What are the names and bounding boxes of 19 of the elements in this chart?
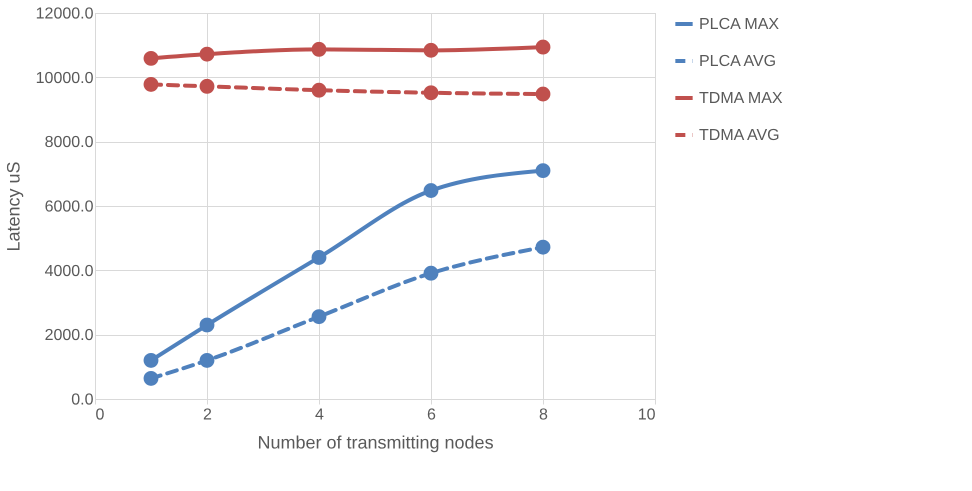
x-tick-label: 8 xyxy=(539,406,548,424)
x-tick-label: 6 xyxy=(427,406,436,424)
x-tick-label: 0 xyxy=(96,406,104,424)
x-tick-label: 4 xyxy=(315,406,324,424)
y-tick-label: 0.0 xyxy=(71,392,94,408)
y-tick-label: 6000.0 xyxy=(44,198,94,216)
legend-label: PLCA MAX xyxy=(699,16,780,33)
legend-label: PLCA AVG xyxy=(699,53,776,70)
y-tick-label: 10000.0 xyxy=(36,70,94,87)
y-tick-label: 8000.0 xyxy=(44,134,94,152)
y-tick-label: 2000.0 xyxy=(44,327,94,344)
x-axis-title: Number of transmitting nodes xyxy=(257,432,494,452)
y-tick-label: 4000.0 xyxy=(44,262,94,280)
y-axis-title: Latency uS xyxy=(4,161,24,252)
legend-label: TDMA MAX xyxy=(699,90,783,107)
y-tick-label: 12000.0 xyxy=(36,6,94,22)
legend-label: TDMA AVG xyxy=(699,127,780,144)
x-tick-label: 2 xyxy=(203,406,212,424)
x-tick-label: 10 xyxy=(638,406,656,424)
